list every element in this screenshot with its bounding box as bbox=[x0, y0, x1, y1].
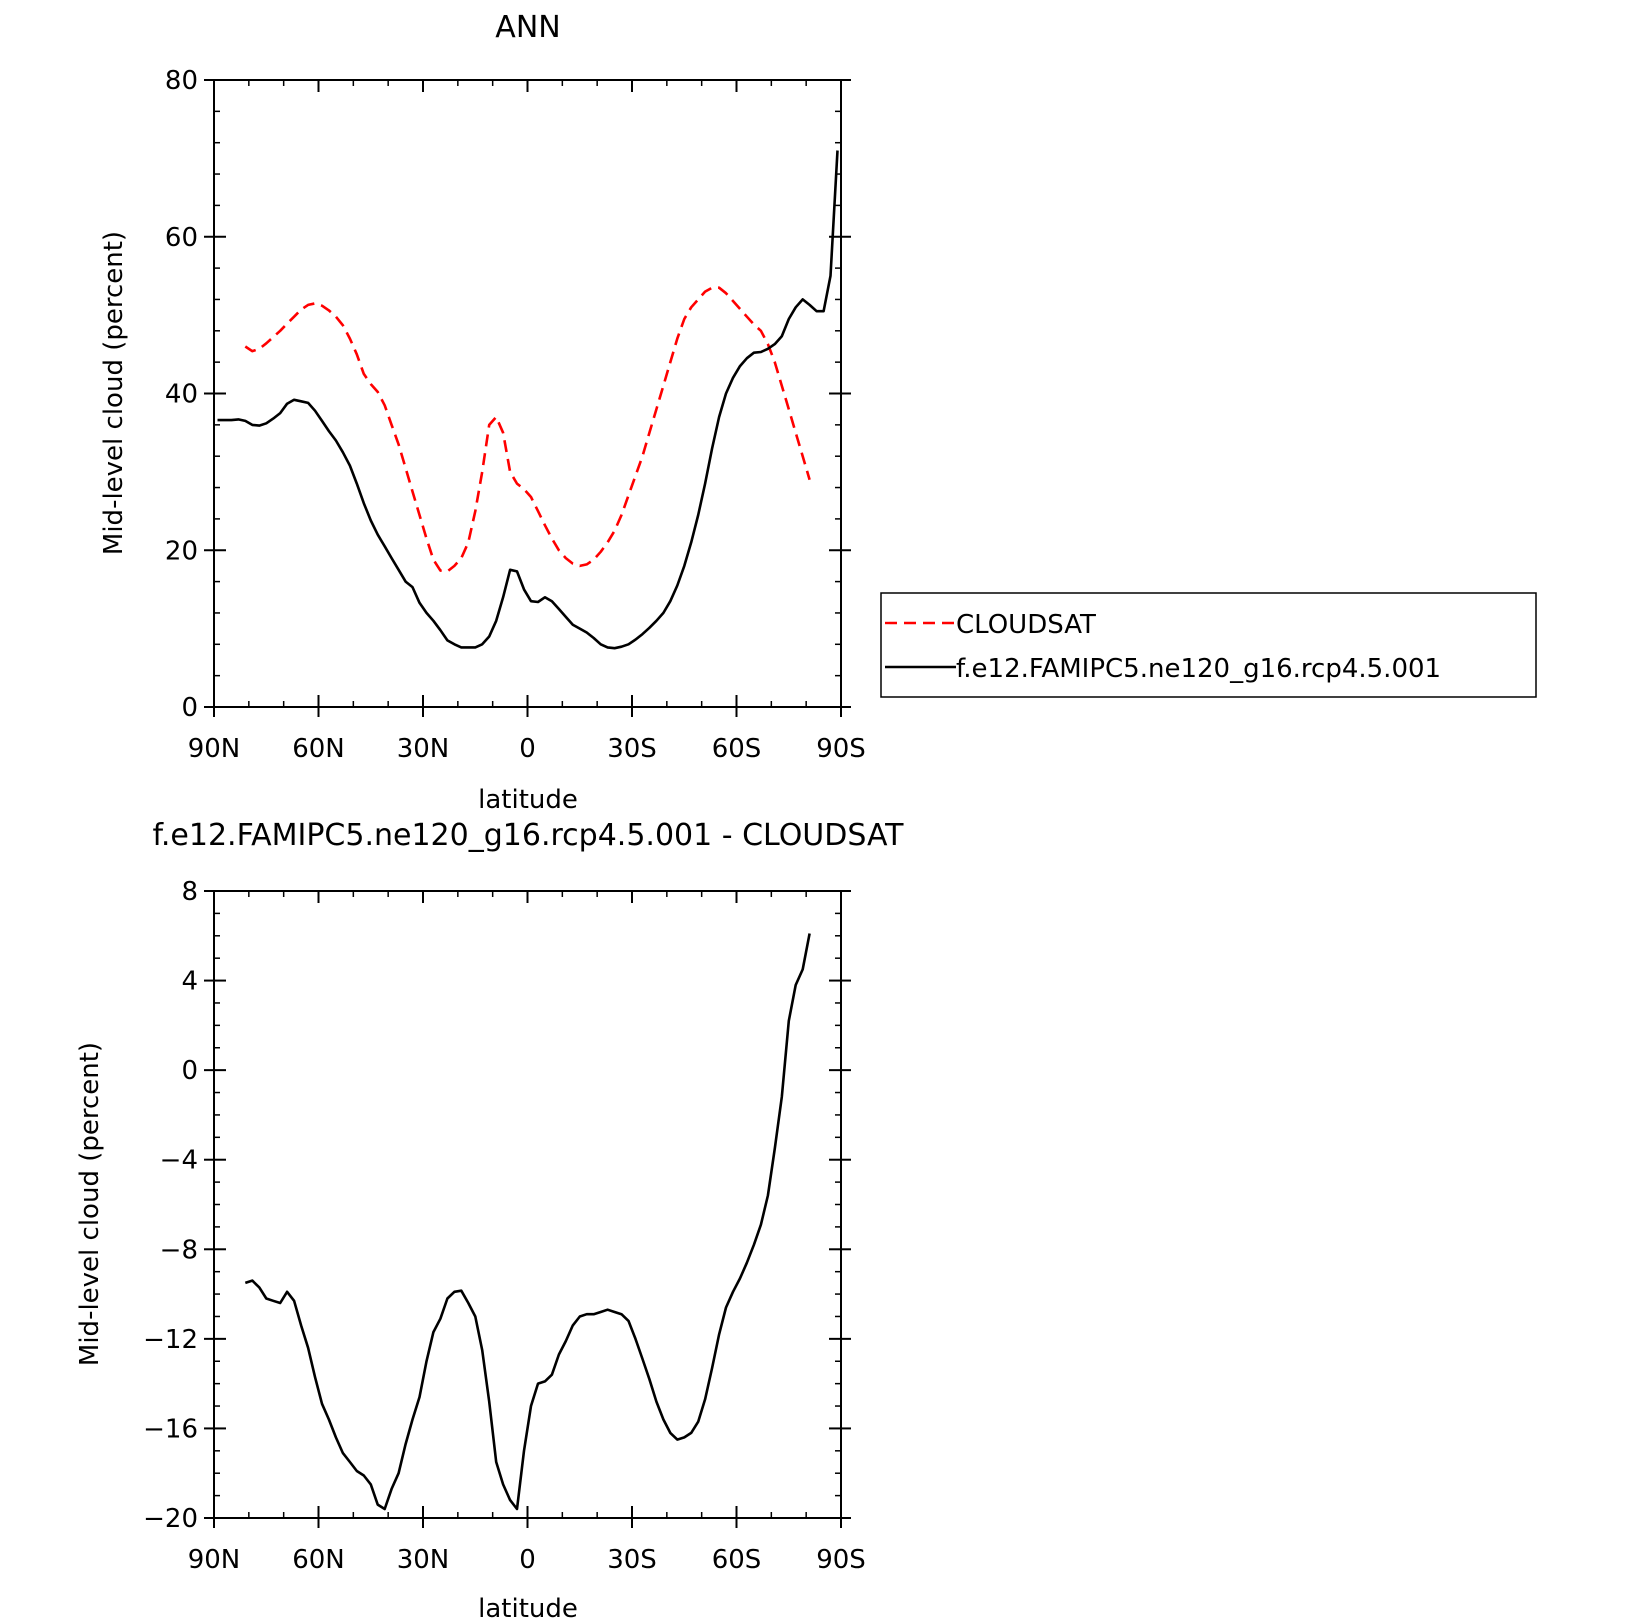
x-tick-label: 30S bbox=[607, 1545, 657, 1575]
x-tick-label: 90S bbox=[816, 734, 866, 764]
top-xtick-labels: 90N 60N 30N 0 30S 60S 90S bbox=[188, 734, 866, 764]
top-lines bbox=[217, 150, 839, 650]
legend-box bbox=[880, 592, 1537, 698]
y-tick-label: 80 bbox=[165, 66, 198, 96]
bottom-xtick-labels: 90N 60N 30N 0 30S 60S 90S bbox=[188, 1545, 866, 1575]
top-ytick-labels: 0 20 40 60 80 bbox=[165, 66, 198, 723]
x-tick-label: 90S bbox=[816, 1545, 866, 1575]
x-tick-label: 0 bbox=[519, 734, 536, 764]
x-tick-label: 60S bbox=[712, 1545, 762, 1575]
y-tick-label: 4 bbox=[181, 967, 198, 997]
top-ticks bbox=[204, 79, 851, 717]
model-line bbox=[217, 150, 839, 650]
bottom-ytick-labels: −20 −16 −12 −8 −4 0 4 8 bbox=[143, 877, 198, 1534]
x-tick-label: 30S bbox=[607, 734, 657, 764]
x-tick-label: 60N bbox=[292, 734, 345, 764]
top-plot-frame bbox=[213, 79, 842, 708]
y-tick-label: −20 bbox=[143, 1504, 198, 1534]
y-tick-label: 8 bbox=[181, 877, 198, 907]
x-tick-label: 90N bbox=[188, 1545, 241, 1575]
bottom-plot-frame bbox=[213, 890, 842, 1519]
y-tick-label: 20 bbox=[165, 536, 198, 566]
bottom-title: f.e12.FAMIPC5.ne120_g16.rcp4.5.001 - CLO… bbox=[153, 818, 905, 853]
bottom-panel: f.e12.FAMIPC5.ne120_g16.rcp4.5.001 - CLO… bbox=[75, 818, 904, 1624]
difference-line bbox=[244, 933, 811, 1511]
x-tick-label: 30N bbox=[397, 1545, 450, 1575]
y-tick-label: 40 bbox=[165, 380, 198, 410]
legend-label-cloudsat: CLOUDSAT bbox=[956, 610, 1096, 640]
legend-label-model: f.e12.FAMIPC5.ne120_g16.rcp4.5.001 bbox=[956, 654, 1441, 684]
top-ylabel: Mid-level cloud (percent) bbox=[99, 231, 129, 555]
x-tick-label: 0 bbox=[519, 1545, 536, 1575]
bottom-ylabel: Mid-level cloud (percent) bbox=[75, 1042, 105, 1366]
x-tick-label: 60N bbox=[292, 1545, 345, 1575]
legend: CLOUDSAT f.e12.FAMIPC5.ne120_g16.rcp4.5.… bbox=[880, 592, 1537, 698]
x-tick-label: 60S bbox=[712, 734, 762, 764]
top-panel: ANN 90N 60N 30N 0 30S 60S 90S 0 20 40 60 80 latitu… bbox=[99, 10, 1537, 815]
bottom-xlabel: latitude bbox=[478, 1594, 578, 1624]
x-tick-label: 30N bbox=[397, 734, 450, 764]
bottom-lines bbox=[244, 933, 811, 1511]
y-tick-label: −12 bbox=[143, 1325, 198, 1355]
x-tick-label: 90N bbox=[188, 734, 241, 764]
y-tick-label: 0 bbox=[181, 693, 198, 723]
y-tick-label: 0 bbox=[181, 1056, 198, 1086]
y-tick-label: −8 bbox=[160, 1235, 198, 1265]
cloudsat-line bbox=[244, 286, 811, 573]
y-tick-label: −16 bbox=[143, 1414, 198, 1444]
y-tick-label: 60 bbox=[165, 223, 198, 253]
top-xlabel: latitude bbox=[478, 785, 578, 815]
y-tick-label: −4 bbox=[160, 1146, 198, 1176]
top-title: ANN bbox=[495, 10, 560, 45]
